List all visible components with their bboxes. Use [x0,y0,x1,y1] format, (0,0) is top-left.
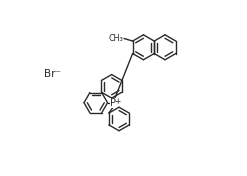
Text: +: + [114,97,120,106]
Text: P: P [110,98,116,108]
Text: Br⁻: Br⁻ [44,69,61,79]
Text: CH₃: CH₃ [108,34,123,43]
